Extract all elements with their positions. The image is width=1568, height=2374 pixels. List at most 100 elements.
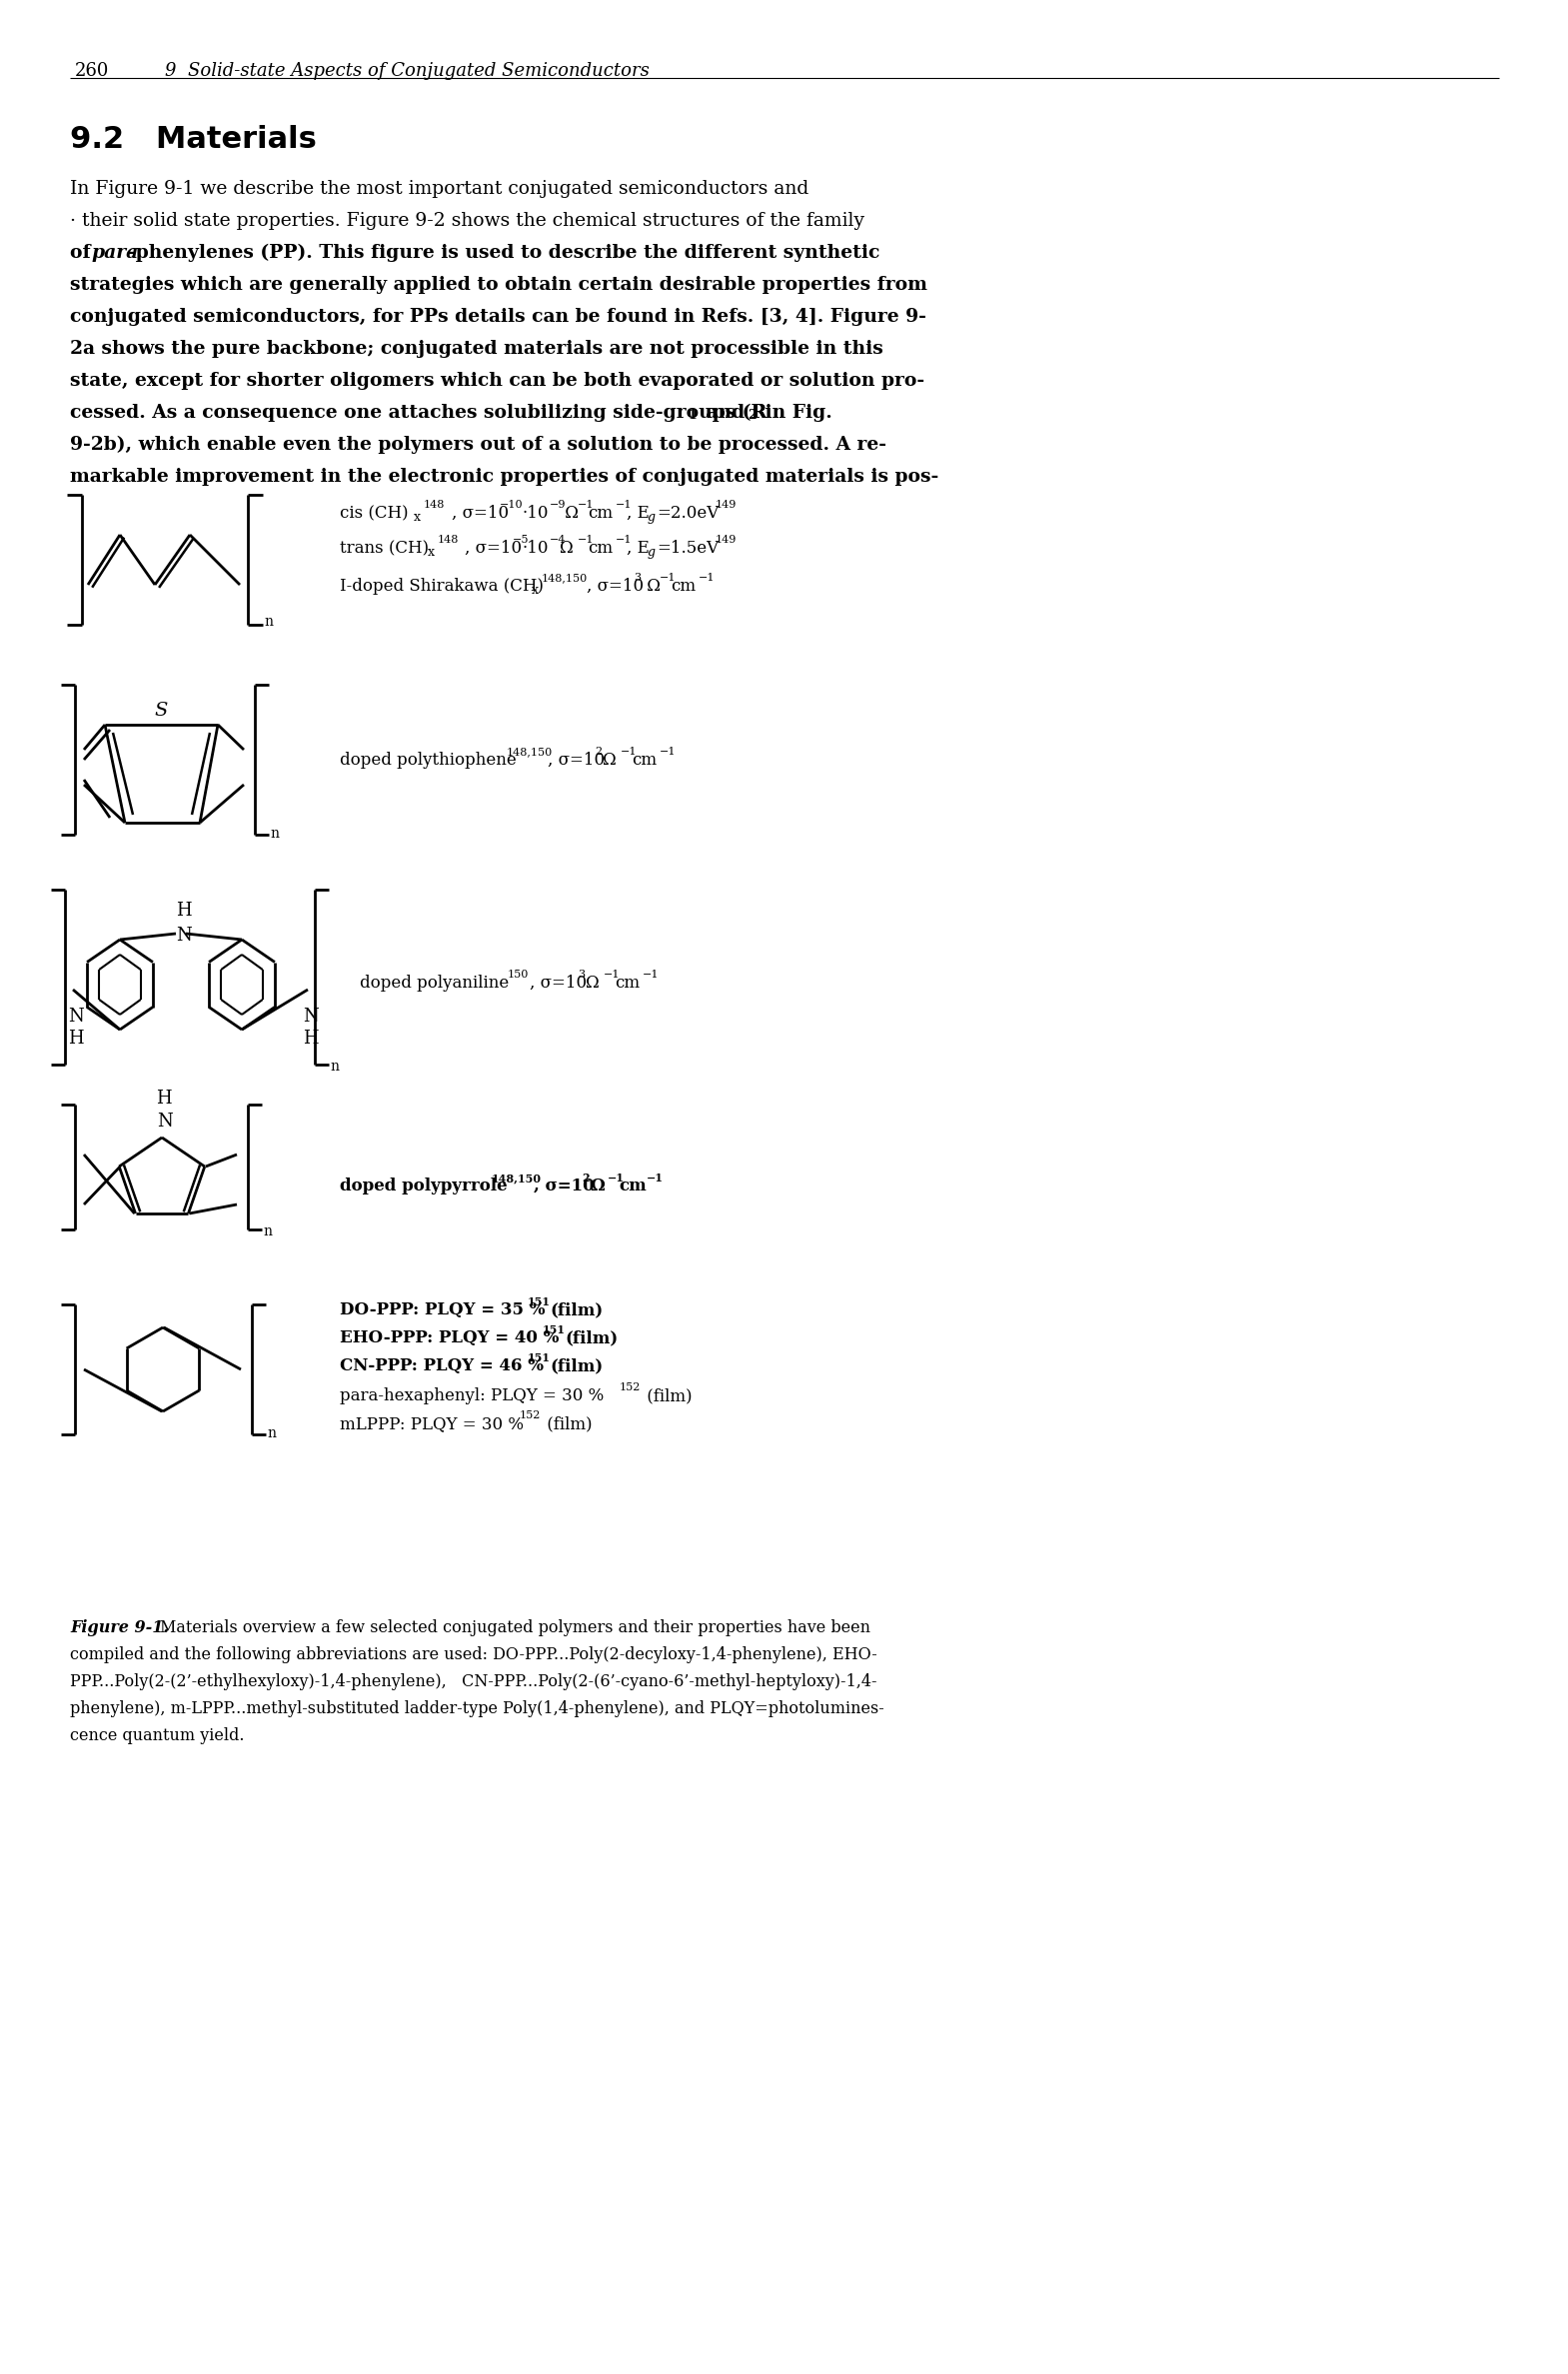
- Text: g: g: [648, 546, 655, 558]
- Text: H: H: [155, 1090, 171, 1109]
- Text: Ω: Ω: [560, 539, 574, 558]
- Text: cis (CH): cis (CH): [340, 506, 408, 522]
- Text: −10: −10: [500, 501, 524, 510]
- Text: (film): (film): [641, 1386, 691, 1405]
- Text: 151: 151: [543, 1325, 566, 1337]
- Text: 9  Solid-state Aspects of Conjugated Semiconductors: 9 Solid-state Aspects of Conjugated Semi…: [165, 62, 649, 81]
- Text: , E: , E: [627, 539, 649, 558]
- Text: Ω: Ω: [641, 577, 660, 596]
- Text: of: of: [71, 245, 97, 261]
- Text: N: N: [157, 1113, 172, 1130]
- Text: CN-PPP: PLQY = 46 %: CN-PPP: PLQY = 46 %: [340, 1358, 544, 1375]
- Text: cm: cm: [619, 1178, 646, 1194]
- Text: trans (CH): trans (CH): [340, 539, 430, 558]
- Text: −1: −1: [646, 1173, 663, 1185]
- Text: in Fig.: in Fig.: [759, 404, 833, 423]
- Text: 151: 151: [528, 1296, 550, 1308]
- Text: cence quantum yield.: cence quantum yield.: [71, 1728, 245, 1745]
- Text: S: S: [154, 703, 168, 719]
- Text: PPP...Poly(2-(2’-ethylhexyloxy)-1,4-phenylene),   CN-PPP...Poly(2-(6’-cyano-6’-m: PPP...Poly(2-(2’-ethylhexyloxy)-1,4-phen…: [71, 1674, 877, 1690]
- Text: n: n: [263, 615, 273, 629]
- Text: strategies which are generally applied to obtain certain desirable properties fr: strategies which are generally applied t…: [71, 275, 927, 294]
- Text: phenylene), m-LPPP...methyl-substituted ladder-type Poly(1,4-phenylene), and PLQ: phenylene), m-LPPP...methyl-substituted …: [71, 1700, 884, 1716]
- Text: n: n: [329, 1059, 339, 1073]
- Text: 148: 148: [423, 501, 445, 510]
- Text: 149: 149: [715, 501, 737, 510]
- Text: (film): (film): [541, 1415, 593, 1432]
- Text: −1: −1: [616, 501, 632, 510]
- Text: Ω: Ω: [602, 753, 616, 769]
- Text: doped polypyrrole: doped polypyrrole: [340, 1178, 513, 1194]
- Text: -phenylenes (PP). This figure is used to describe the different synthetic: -phenylenes (PP). This figure is used to…: [129, 245, 880, 261]
- Text: 149: 149: [715, 534, 737, 544]
- Text: x: x: [414, 510, 420, 525]
- Text: x: x: [428, 546, 434, 558]
- Text: H: H: [67, 1030, 83, 1047]
- Text: (film): (film): [564, 1329, 618, 1346]
- Text: −1: −1: [616, 534, 632, 544]
- Text: Materials overview a few selected conjugated polymers and their properties have : Materials overview a few selected conjug…: [160, 1619, 870, 1636]
- Text: n: n: [270, 826, 279, 840]
- Text: −1: −1: [643, 969, 659, 980]
- Text: Figure 9-1.: Figure 9-1.: [71, 1619, 169, 1636]
- Text: −1: −1: [660, 572, 676, 582]
- Text: 9.2   Materials: 9.2 Materials: [71, 126, 317, 154]
- Text: In Figure 9-1 we describe the most important conjugated semiconductors and: In Figure 9-1 we describe the most impor…: [71, 180, 809, 197]
- Text: markable improvement in the electronic properties of conjugated materials is pos: markable improvement in the electronic p…: [71, 468, 939, 487]
- Text: N: N: [303, 1007, 318, 1026]
- Text: −1: −1: [621, 748, 637, 757]
- Text: n: n: [263, 1225, 271, 1239]
- Text: , σ=10: , σ=10: [533, 1178, 594, 1194]
- Text: and R: and R: [699, 404, 767, 423]
- Text: (film): (film): [550, 1358, 602, 1375]
- Text: Ω: Ω: [560, 506, 579, 522]
- Text: , σ=10: , σ=10: [530, 976, 586, 992]
- Text: cm: cm: [615, 976, 640, 992]
- Text: 2: 2: [582, 1173, 590, 1185]
- Text: −1: −1: [660, 748, 676, 757]
- Text: 148,150: 148,150: [541, 572, 588, 582]
- Text: H: H: [303, 1030, 318, 1047]
- Text: cessed. As a consequence one attaches solubilizing side-groups (R: cessed. As a consequence one attaches so…: [71, 404, 767, 423]
- Text: , σ=10: , σ=10: [452, 506, 508, 522]
- Text: state, except for shorter oligomers which can be both evaporated or solution pro: state, except for shorter oligomers whic…: [71, 373, 925, 389]
- Text: doped polyaniline: doped polyaniline: [359, 976, 510, 992]
- Text: 9-2b), which enable even the polymers out of a solution to be processed. A re-: 9-2b), which enable even the polymers ou…: [71, 437, 886, 453]
- Text: n: n: [267, 1427, 276, 1441]
- Text: 148,150: 148,150: [506, 748, 554, 757]
- Text: , σ=10: , σ=10: [586, 577, 644, 596]
- Text: DO-PPP: PLQY = 35 %: DO-PPP: PLQY = 35 %: [340, 1301, 546, 1318]
- Text: −1: −1: [577, 501, 594, 510]
- Text: −1: −1: [608, 1173, 624, 1185]
- Text: H: H: [176, 902, 191, 919]
- Text: 2: 2: [594, 748, 602, 757]
- Text: , E: , E: [627, 506, 649, 522]
- Text: cm: cm: [588, 506, 613, 522]
- Text: −5: −5: [513, 534, 528, 544]
- Text: cm: cm: [632, 753, 657, 769]
- Text: , σ=10: , σ=10: [464, 539, 522, 558]
- Text: 3: 3: [577, 969, 585, 980]
- Text: =1.5eV: =1.5eV: [657, 539, 718, 558]
- Text: doped polythiophene: doped polythiophene: [340, 753, 522, 769]
- Text: x: x: [532, 584, 539, 596]
- Text: 148,150: 148,150: [492, 1173, 541, 1185]
- Text: compiled and the following abbreviations are used: DO-PPP...Poly(2-decyloxy-1,4-: compiled and the following abbreviations…: [71, 1645, 877, 1664]
- Text: =2.0eV: =2.0eV: [657, 506, 718, 522]
- Text: cm: cm: [671, 577, 696, 596]
- Text: ·10: ·10: [522, 539, 549, 558]
- Text: g: g: [648, 510, 655, 525]
- Text: I-doped Shirakawa (CH): I-doped Shirakawa (CH): [340, 577, 544, 596]
- Text: para: para: [93, 245, 140, 261]
- Text: cm: cm: [588, 539, 613, 558]
- Text: Ω: Ω: [590, 1178, 605, 1194]
- Text: conjugated semiconductors, for PPs details can be found in Refs. [3, 4]. Figure : conjugated semiconductors, for PPs detai…: [71, 309, 927, 325]
- Text: 2: 2: [748, 408, 756, 423]
- Text: 150: 150: [508, 969, 528, 980]
- Text: 3: 3: [633, 572, 641, 582]
- Text: 151: 151: [528, 1353, 550, 1363]
- Text: (film): (film): [550, 1301, 602, 1318]
- Text: ·10: ·10: [522, 506, 549, 522]
- Text: 148: 148: [437, 534, 459, 544]
- Text: −4: −4: [550, 534, 566, 544]
